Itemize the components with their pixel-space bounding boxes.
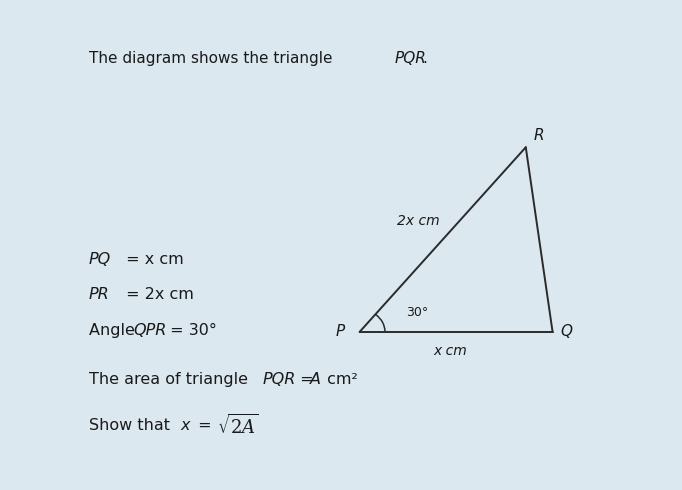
Text: =: = [295, 372, 318, 387]
Text: PR: PR [89, 288, 109, 302]
Text: Show that: Show that [89, 418, 180, 433]
Text: 30°: 30° [406, 306, 429, 319]
Text: $\sqrt{2A}$: $\sqrt{2A}$ [217, 414, 258, 438]
Text: = 2x cm: = 2x cm [121, 288, 194, 302]
Text: Q: Q [561, 324, 573, 340]
Text: .: . [422, 51, 427, 66]
Text: PQR: PQR [395, 51, 427, 66]
Text: QPR: QPR [133, 323, 166, 338]
Text: The diagram shows the triangle: The diagram shows the triangle [89, 51, 337, 66]
Text: = x cm: = x cm [121, 252, 184, 267]
Text: P: P [336, 324, 345, 340]
Text: = 30°: = 30° [165, 323, 217, 338]
Text: 2x cm: 2x cm [397, 214, 440, 228]
Text: =: = [193, 418, 217, 433]
Text: R: R [534, 127, 544, 143]
Text: A: A [310, 372, 321, 387]
Text: x: x [181, 418, 190, 433]
Text: The area of triangle: The area of triangle [89, 372, 253, 387]
Text: PQ: PQ [89, 252, 111, 267]
Text: PQR: PQR [263, 372, 296, 387]
Text: cm²: cm² [322, 372, 357, 387]
Text: x cm: x cm [434, 344, 468, 358]
Text: Angle: Angle [89, 323, 140, 338]
